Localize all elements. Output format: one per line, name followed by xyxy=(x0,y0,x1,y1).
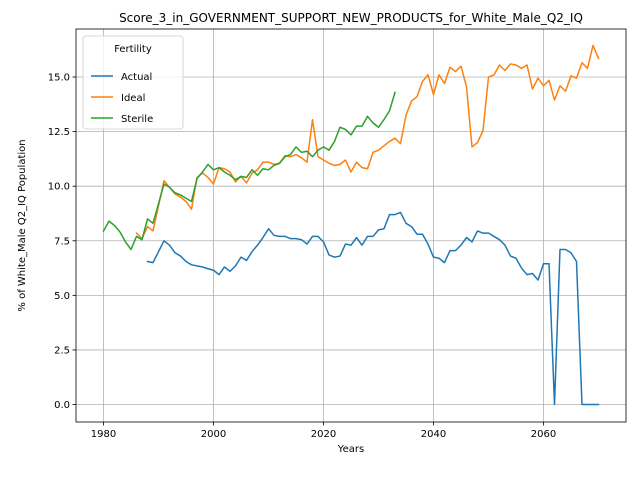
legend-label-actual: Actual xyxy=(121,72,152,83)
y-tick-label: 15.0 xyxy=(48,73,70,84)
legend-box xyxy=(82,35,184,130)
grid-lines xyxy=(76,29,626,422)
x-tick-label: 2020 xyxy=(311,429,336,440)
legend-label-sterile: Sterile xyxy=(121,114,153,125)
x-axis-title: Years xyxy=(337,444,364,455)
y-tick-label: 10.0 xyxy=(48,182,70,193)
x-tick-label: 2040 xyxy=(421,429,446,440)
y-axis-title: % of White_Male Q2_IQ Population xyxy=(17,139,28,311)
series-line-actual xyxy=(146,211,600,406)
legend-label-ideal: Ideal xyxy=(121,93,145,104)
y-tick-label: 7.5 xyxy=(54,236,70,247)
y-tick-label: 12.5 xyxy=(48,127,70,138)
series-line-sterile xyxy=(102,91,396,251)
y-tick-label: 2.5 xyxy=(54,345,70,356)
plot-area-frame xyxy=(75,28,627,423)
y-axis-ticks: 0.0 2.5 5.0 7.5 10.0 12.5 15.0 xyxy=(48,73,76,411)
x-axis-ticks: 1980 2000 2020 2040 2060 xyxy=(91,422,556,440)
y-tick-label: 0.0 xyxy=(54,400,70,411)
chart-title: Score_3_in_GOVERNMENT_SUPPORT_NEW_PRODUC… xyxy=(119,11,583,25)
x-tick-label: 2000 xyxy=(201,429,226,440)
x-tick-label: 2060 xyxy=(531,429,556,440)
plot-series xyxy=(102,44,600,406)
x-tick-label: 1980 xyxy=(91,429,116,440)
series-line-ideal xyxy=(135,44,600,240)
y-tick-label: 5.0 xyxy=(54,291,70,302)
legend-title: Fertility xyxy=(114,44,152,55)
legend: Fertility Actual Ideal Sterile xyxy=(82,35,184,130)
